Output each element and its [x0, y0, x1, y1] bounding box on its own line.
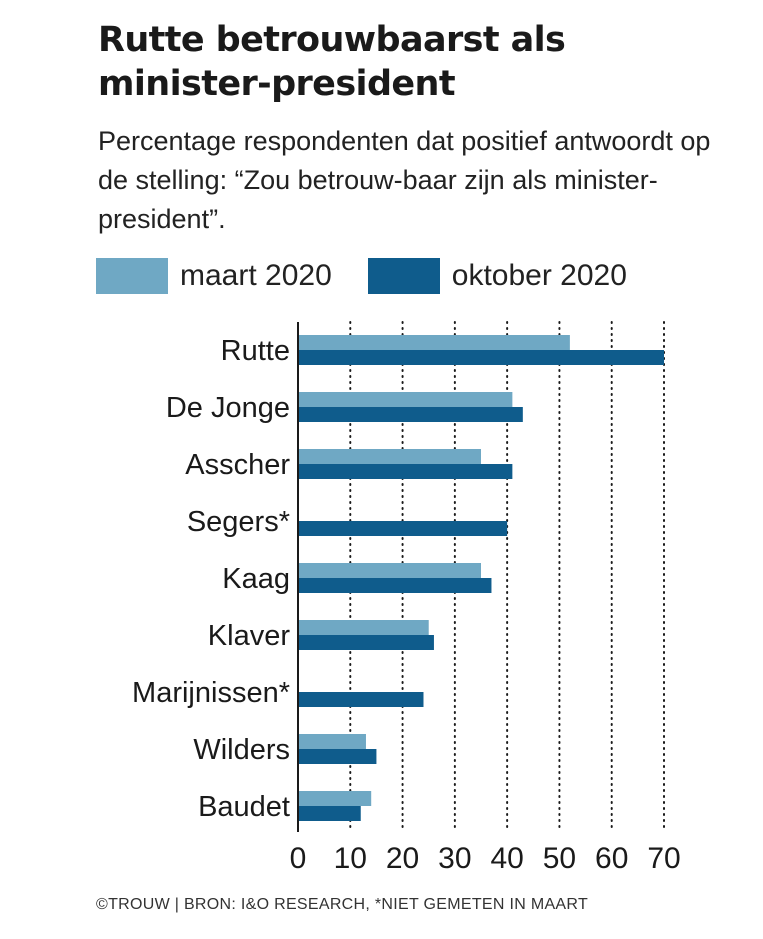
chart-subtitle: Percentage respondenten dat positief ant… — [98, 126, 711, 234]
bar-oktober — [298, 464, 513, 479]
category-label: Segers* — [187, 506, 290, 538]
legend-item-maart: maart 2020 — [96, 258, 332, 294]
category-label: Marijnissen* — [132, 677, 290, 709]
chart-title: Rutte betrouwbaarst als minister-preside… — [98, 20, 566, 104]
bar-maart — [298, 791, 372, 806]
bar-chart: Rutte De Jonge Asscher Segers* Kaag Klaver Mar… — [132, 321, 681, 875]
bar-oktober — [298, 635, 434, 650]
bar-maart — [298, 563, 481, 578]
legend-label-oktober: oktober 2020 — [451, 259, 627, 292]
category-labels: Rutte De Jonge Asscher Segers* Kaag Klaver Mar… — [132, 335, 290, 823]
x-tick-label: 0 — [290, 842, 307, 875]
legend: maart 2020 oktober 2020 — [96, 256, 627, 296]
legend-swatch-oktober — [367, 258, 440, 294]
bar-oktober — [298, 692, 424, 707]
x-tick-label: 20 — [386, 842, 419, 875]
tick-labels: 0 10 20 30 40 50 60 70 — [290, 842, 681, 875]
x-tick-label: 30 — [438, 842, 471, 875]
bar-oktober — [298, 350, 664, 365]
bar-maart — [298, 734, 366, 749]
x-tick-label: 50 — [543, 842, 576, 875]
bar-oktober — [298, 407, 523, 422]
x-tick-label: 40 — [490, 842, 523, 875]
category-label: De Jonge — [166, 392, 290, 424]
bar-maart — [298, 335, 570, 350]
category-label: Wilders — [193, 734, 290, 766]
category-label: Baudet — [198, 791, 290, 823]
legend-swatch-maart — [96, 258, 168, 294]
bar-maart — [298, 449, 481, 464]
bar-oktober — [298, 749, 377, 764]
bar-oktober — [298, 578, 492, 593]
bar-oktober — [298, 806, 361, 821]
bar-maart — [298, 620, 429, 635]
legend-item-oktober: oktober 2020 — [367, 258, 627, 294]
category-label: Asscher — [185, 449, 290, 481]
bar-oktober — [298, 521, 508, 536]
x-tick-label: 10 — [334, 842, 367, 875]
bars — [298, 335, 664, 821]
bar-maart — [298, 392, 513, 407]
category-label: Klaver — [208, 620, 291, 652]
x-tick-label: 60 — [595, 842, 628, 875]
category-label: Kaag — [222, 563, 290, 595]
category-label: Rutte — [221, 335, 290, 367]
legend-label-maart: maart 2020 — [180, 259, 332, 292]
source-credit: ©TROUW | BRON: I&O RESEARCH, *NIET GEMET… — [96, 896, 589, 913]
x-tick-label: 70 — [647, 842, 680, 875]
